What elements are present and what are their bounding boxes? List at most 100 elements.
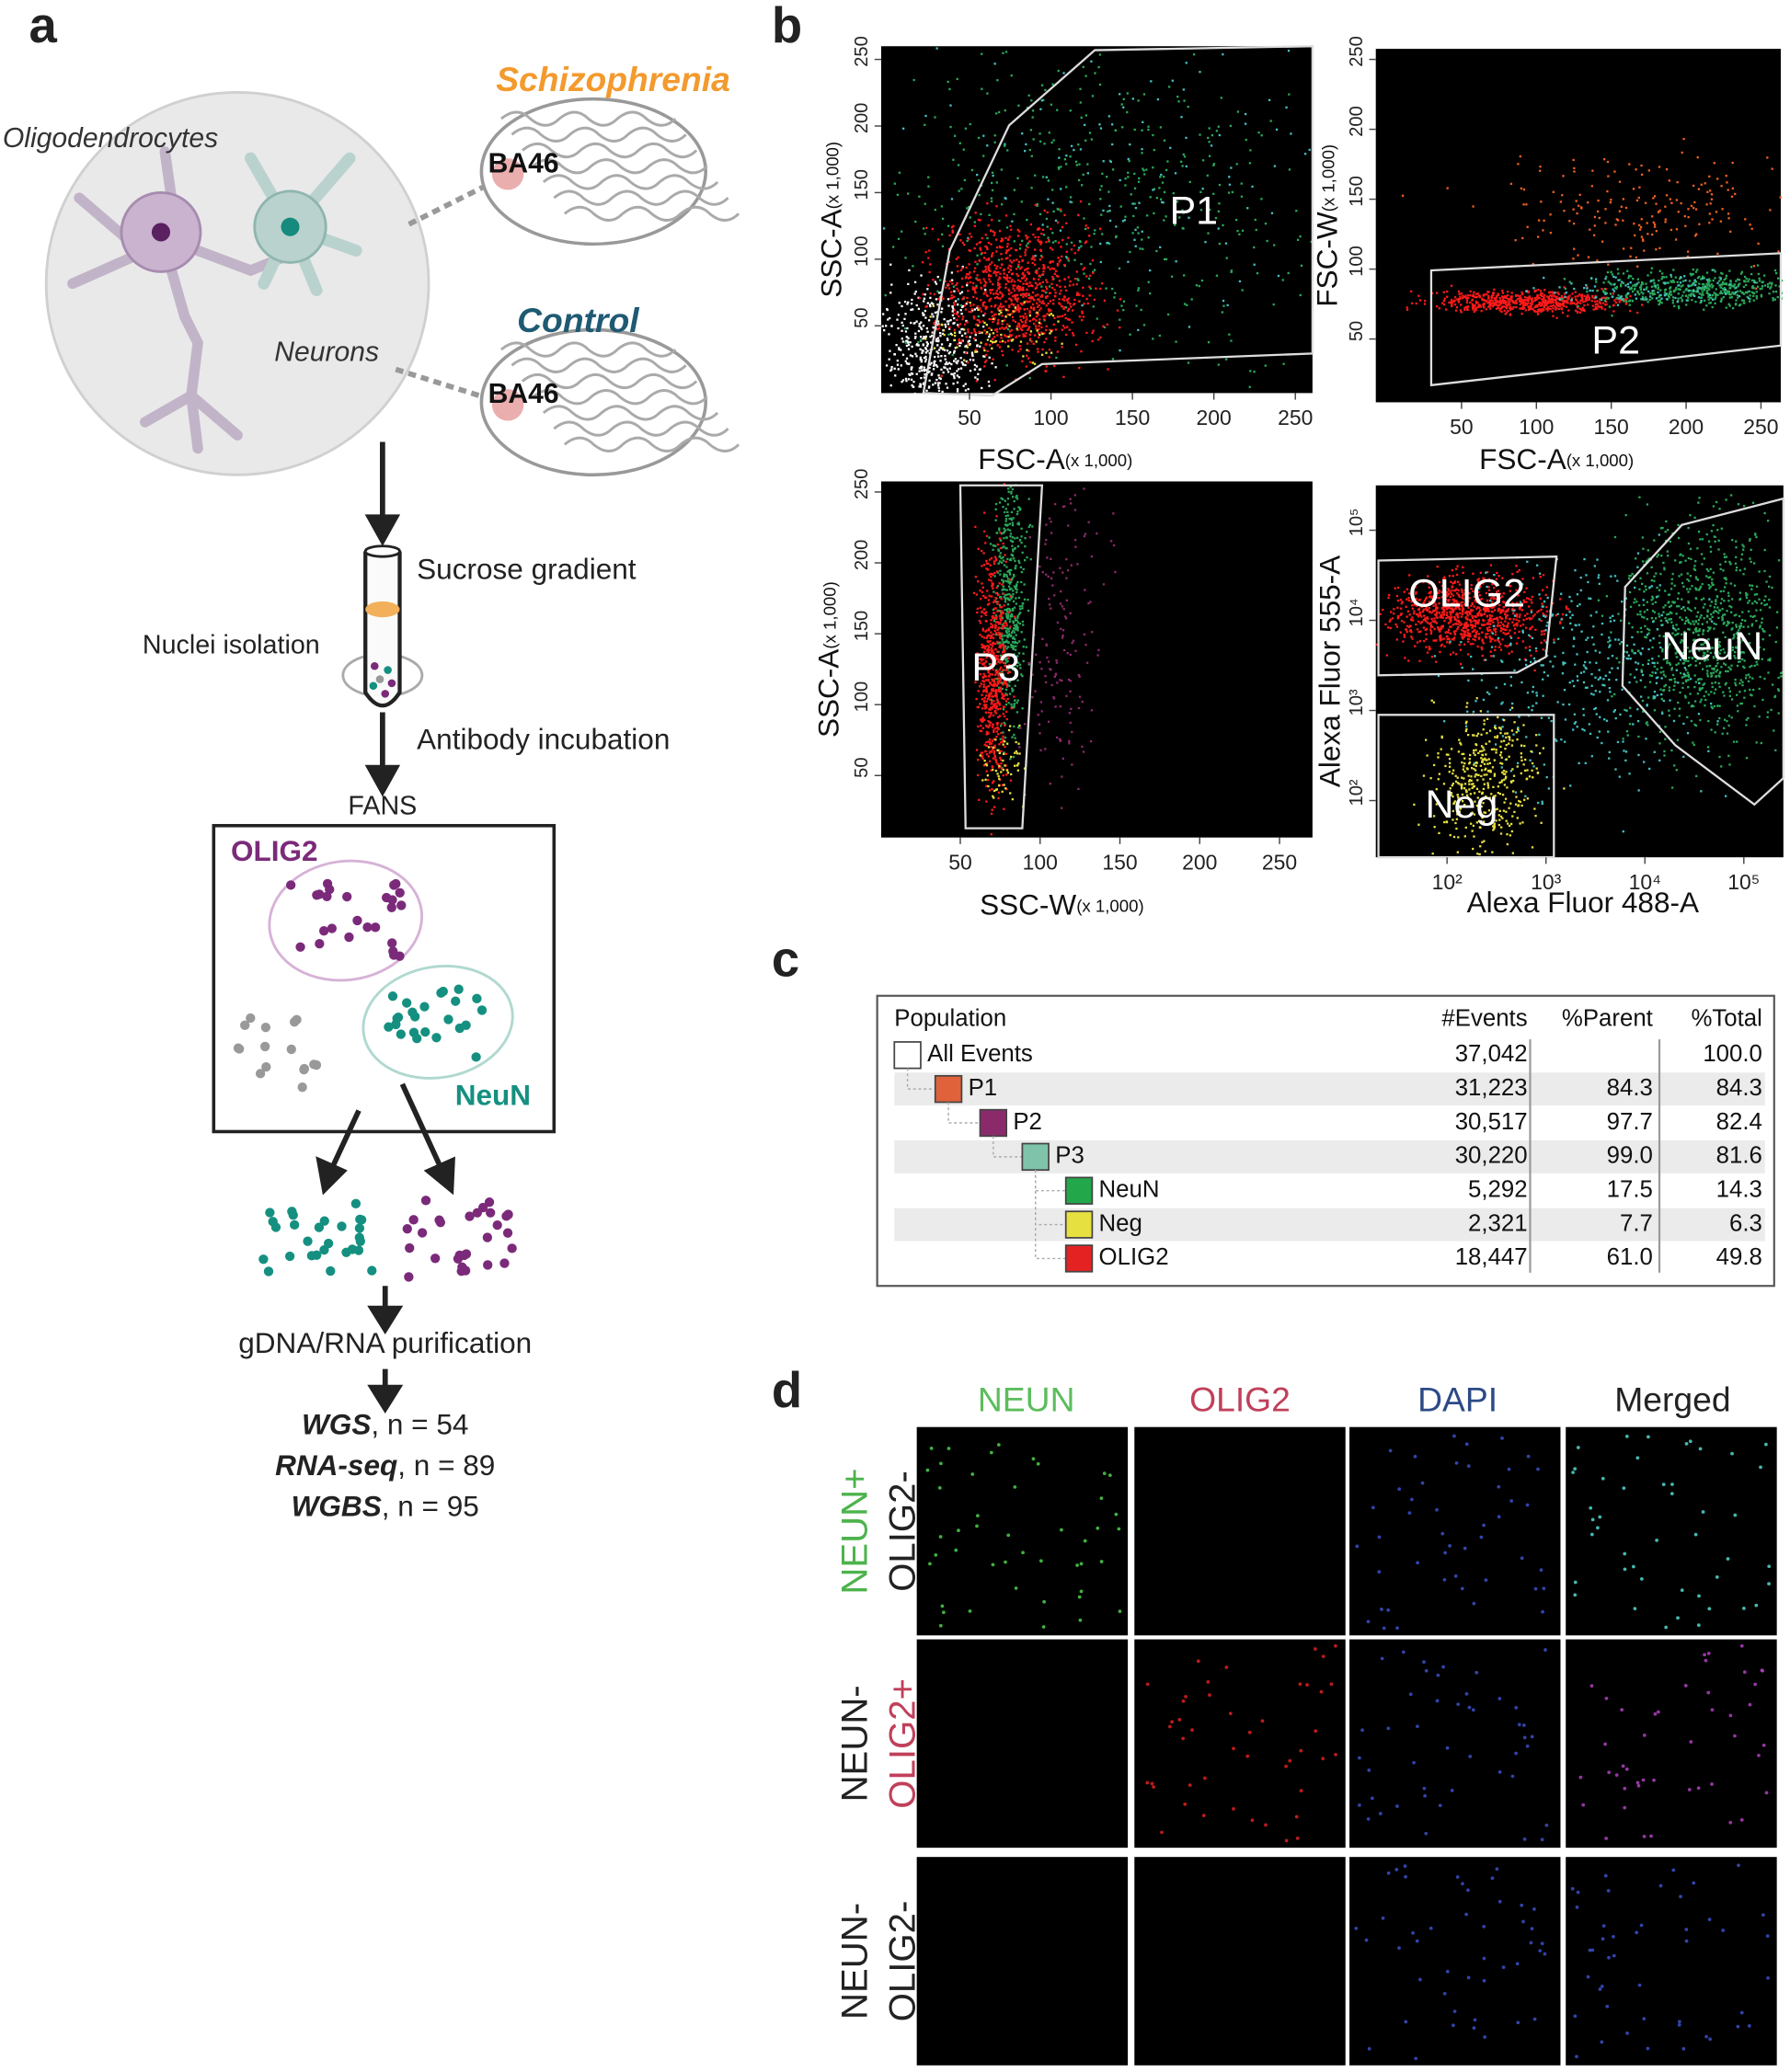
event xyxy=(942,246,944,247)
event xyxy=(1659,270,1661,272)
event xyxy=(1021,132,1023,134)
y-label: SSC-A xyxy=(812,649,845,738)
event xyxy=(1458,300,1460,302)
event xyxy=(1012,295,1014,297)
event xyxy=(898,368,900,370)
event xyxy=(981,615,982,617)
event xyxy=(1059,315,1061,317)
event xyxy=(987,732,989,734)
event xyxy=(974,369,976,371)
dot xyxy=(265,1208,274,1217)
event xyxy=(1066,251,1068,253)
event xyxy=(985,560,987,562)
event xyxy=(1731,162,1733,164)
event xyxy=(1017,264,1019,266)
event xyxy=(1216,275,1218,277)
event xyxy=(1677,281,1679,283)
event xyxy=(1482,655,1484,657)
dot xyxy=(507,1243,516,1253)
event xyxy=(1708,302,1710,303)
event xyxy=(1694,279,1696,280)
event xyxy=(1004,301,1006,303)
event xyxy=(1013,726,1015,727)
event xyxy=(991,557,993,559)
event xyxy=(976,380,978,382)
event xyxy=(1108,205,1110,207)
event xyxy=(1510,183,1512,185)
event xyxy=(1737,291,1738,292)
event xyxy=(1699,287,1701,289)
event xyxy=(988,746,990,748)
event xyxy=(1041,354,1043,356)
event xyxy=(1582,307,1584,309)
event xyxy=(983,257,985,258)
dot xyxy=(246,1013,255,1023)
event xyxy=(1678,307,1680,309)
event xyxy=(1751,280,1753,281)
event xyxy=(1651,290,1653,292)
event xyxy=(910,322,912,324)
event xyxy=(1043,290,1045,292)
event xyxy=(1162,181,1164,183)
event xyxy=(1273,244,1275,246)
event xyxy=(902,128,904,130)
event xyxy=(991,329,993,331)
event xyxy=(1646,286,1647,288)
event xyxy=(987,785,989,787)
event xyxy=(1007,772,1009,773)
event xyxy=(1017,266,1019,268)
event xyxy=(1242,230,1244,232)
event xyxy=(1059,292,1061,294)
event xyxy=(1721,273,1723,275)
event xyxy=(956,362,958,364)
event xyxy=(1558,286,1560,288)
dot xyxy=(436,1218,445,1227)
event xyxy=(958,368,959,370)
event xyxy=(1132,97,1134,99)
event xyxy=(986,92,988,94)
event xyxy=(981,582,982,584)
event xyxy=(1009,314,1011,315)
event xyxy=(1081,184,1083,186)
event xyxy=(1003,623,1004,624)
event xyxy=(934,362,935,364)
event xyxy=(949,343,951,345)
event xyxy=(960,188,962,189)
event xyxy=(1015,741,1016,743)
event xyxy=(1566,315,1568,317)
event xyxy=(1487,297,1489,299)
event xyxy=(1470,291,1472,292)
event xyxy=(1032,292,1034,293)
event xyxy=(979,634,981,635)
event xyxy=(916,304,918,306)
event xyxy=(1103,160,1105,162)
event xyxy=(969,263,970,265)
x-tick-label: 50 xyxy=(1450,415,1474,439)
flow-plot: OLIG2NeuNNeg10²10³10⁴10⁵10²10³10⁴10⁵Alex… xyxy=(1314,486,1784,919)
event xyxy=(1001,633,1003,635)
event xyxy=(1107,368,1108,370)
event xyxy=(1716,253,1718,255)
event xyxy=(1670,229,1672,231)
event xyxy=(996,570,998,572)
event xyxy=(1097,649,1099,651)
event xyxy=(1777,250,1779,252)
event xyxy=(1022,355,1024,357)
event xyxy=(979,194,981,196)
event xyxy=(1653,222,1655,223)
event xyxy=(1573,167,1575,169)
event xyxy=(1532,596,1533,598)
event xyxy=(983,612,985,614)
event xyxy=(914,393,916,395)
event xyxy=(1706,279,1708,280)
event xyxy=(1001,697,1003,699)
event xyxy=(992,617,993,619)
event xyxy=(993,731,994,733)
event xyxy=(1727,212,1729,214)
event xyxy=(929,297,931,299)
event xyxy=(1110,540,1112,542)
event xyxy=(1712,280,1714,281)
event xyxy=(1578,302,1579,303)
event xyxy=(1577,305,1578,307)
event xyxy=(1078,293,1080,295)
